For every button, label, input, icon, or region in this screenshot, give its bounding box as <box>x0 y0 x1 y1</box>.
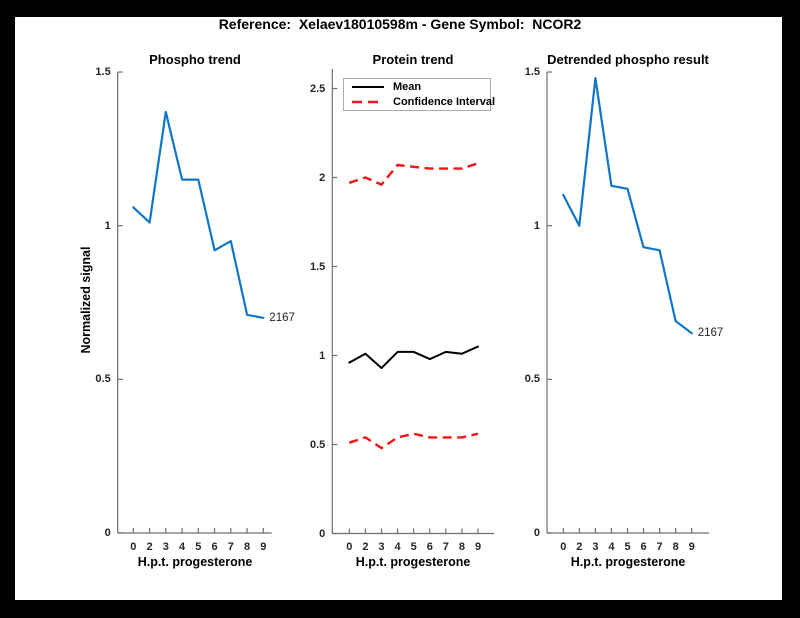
x-tick-label: 9 <box>474 541 482 553</box>
x-tick-label: 8 <box>243 541 251 553</box>
legend-ci-dashed-line-icon <box>352 100 384 104</box>
y-tick-label: 0 <box>319 527 326 540</box>
x-tick-label: 5 <box>195 541 202 553</box>
x-tick-label: 3 <box>162 541 169 553</box>
legend-row-mean: Mean <box>344 81 490 94</box>
legend-label-mean: Mean <box>393 81 422 94</box>
x-tick-label: 7 <box>656 541 663 553</box>
x-tick-label: 8 <box>458 541 465 553</box>
series-line-detrended-phospho-signal <box>562 77 693 335</box>
x-tick-label: 2 <box>362 541 369 553</box>
series-line-confidence-interval-lower <box>348 432 479 450</box>
y-tick-label: 0 <box>104 527 111 539</box>
x-tick-label: 0 <box>560 541 567 553</box>
x-tick-label: 2 <box>576 541 583 553</box>
x-tick-label: 4 <box>394 541 401 553</box>
x-tick-label: 5 <box>624 541 631 553</box>
y-tick-label: 2.5 <box>310 82 326 95</box>
y-tick-label: 1 <box>533 219 540 232</box>
y-tick-label: 1 <box>319 349 326 362</box>
legend: Mean Confidence Interval <box>343 78 495 111</box>
series-line-mean <box>348 345 479 369</box>
x-tick-label: 6 <box>211 541 218 553</box>
subplot2-title: Protein trend <box>372 52 454 67</box>
x-tick-label: 2 <box>146 541 153 553</box>
series-line-confidence-interval-upper <box>348 162 479 186</box>
y-tick-label: 0 <box>533 527 540 539</box>
figure-title: Reference: Xelaev18010598m - Gene Symbol… <box>218 16 582 32</box>
x-tick-label: 0 <box>346 541 353 553</box>
x-tick-label: 4 <box>178 541 186 553</box>
subplot1-xlabel: H.p.t. progesterone <box>137 555 253 569</box>
subplot3-xlabel: H.p.t. progesterone <box>570 555 686 569</box>
y-tick-label: 0.5 <box>524 373 540 386</box>
x-tick-label: 0 <box>130 541 137 553</box>
subplot1-title: Phospho trend <box>149 52 241 67</box>
x-tick-label: 7 <box>442 541 449 553</box>
y-tick-label: 1 <box>104 219 111 232</box>
legend-mean-line-icon <box>352 86 384 89</box>
x-tick-label: 9 <box>260 541 267 553</box>
x-tick-label: 7 <box>227 541 234 553</box>
x-tick-label: 5 <box>410 541 417 553</box>
y-tick-label: 0.5 <box>95 373 111 386</box>
y-tick-label: 1.5 <box>95 66 111 79</box>
legend-label-confidence-interval: Confidence Interval <box>393 95 496 108</box>
series-line-phospho-signal <box>132 110 265 319</box>
subplot3-title: Detrended phospho result <box>547 52 709 67</box>
subplot2-xlabel: H.p.t. progesterone <box>355 555 471 569</box>
endpoint-label: 2167 <box>697 327 724 340</box>
x-tick-label: 8 <box>672 541 679 553</box>
y-tick-label: 1.5 <box>310 260 326 273</box>
x-tick-label: 3 <box>378 541 385 553</box>
x-tick-label: 9 <box>688 541 695 553</box>
x-tick-label: 4 <box>608 541 615 553</box>
legend-row-confidence-interval: Confidence Interval <box>344 95 495 108</box>
x-tick-label: 6 <box>426 541 433 553</box>
x-tick-label: 6 <box>640 541 647 553</box>
y-tick-label: 0.5 <box>310 438 326 451</box>
y-tick-label: 1.5 <box>524 66 540 79</box>
endpoint-label: 2167 <box>269 311 295 324</box>
y-tick-label: 2 <box>319 171 326 184</box>
figure-canvas <box>15 17 782 600</box>
x-tick-label: 3 <box>592 541 599 553</box>
